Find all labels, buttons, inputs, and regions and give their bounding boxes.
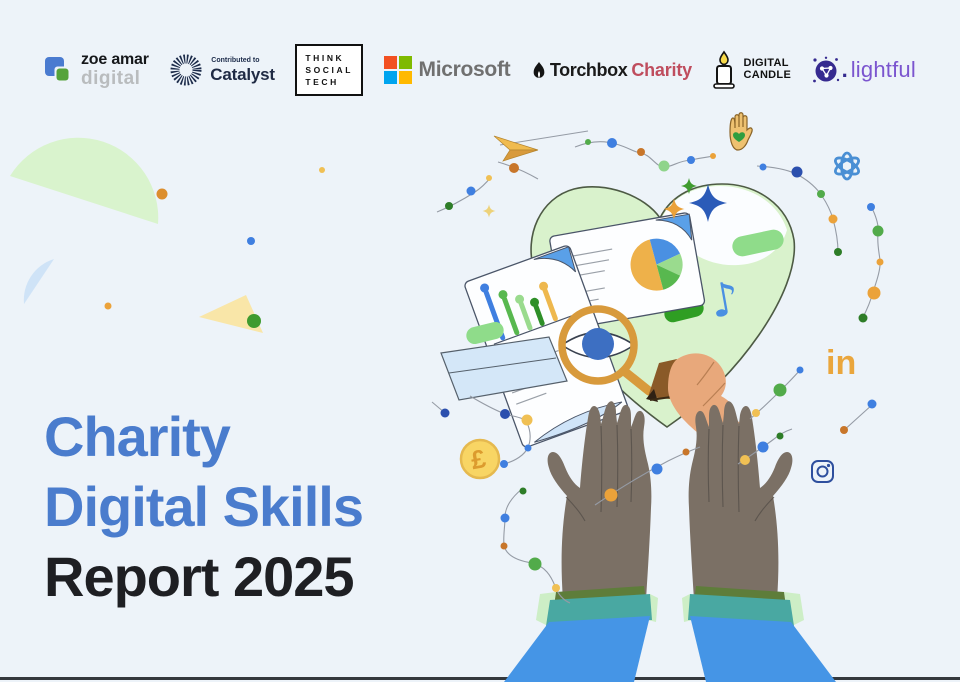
zoe-amar-digital-logo: zoe amar digital [44, 52, 149, 88]
tst-line1: THINK [305, 52, 345, 63]
network-strands [431, 138, 884, 604]
sparkle-yellow [482, 204, 496, 218]
openai-icon [834, 151, 860, 181]
candle-icon [713, 50, 736, 89]
pill-shape-small [466, 321, 504, 345]
sparkle-stars [482, 178, 727, 222]
zoe-amar-sub: digital [81, 68, 141, 89]
lightful-name: lightful [850, 57, 916, 82]
torchbox-charity-logo: Torchbox Charity [531, 60, 692, 81]
microsoft-icon [383, 56, 412, 84]
title-line-2: Digital Skills [44, 475, 364, 538]
partner-logo-bar: zoe amar digital Contributed to Catalyst… [0, 38, 960, 102]
report-title: Charity Digital Skills Report 2025 [44, 402, 364, 612]
title-line-3: Report 2025 [44, 545, 355, 608]
sparkle-green [681, 178, 697, 194]
paper-plane-icon [493, 130, 589, 162]
left-hand [504, 401, 658, 682]
folded-paper [440, 336, 568, 401]
background-shapes [10, 137, 325, 333]
torchbox-charity-label: Charity [631, 59, 692, 80]
digital-candle-logo: DIGITAL CANDLE [712, 50, 791, 90]
instagram-icon [811, 460, 834, 483]
tst-line2: SOCIAL [305, 64, 354, 75]
lightful-logo: . lightful [812, 56, 916, 84]
torchbox-flame-icon [533, 62, 545, 78]
sparkle-orange [663, 198, 685, 220]
microsoft-name: Microsoft [418, 58, 511, 81]
magnifier-eye-icon [558, 305, 654, 396]
lightful-dot: . [841, 57, 848, 82]
think-social-tech-logo: THINK SOCIAL TECH [295, 43, 364, 97]
hand-heart-icon [729, 112, 753, 151]
left-sleeve [504, 616, 650, 682]
zoe-amar-icon [45, 57, 69, 81]
title-line-1: Charity [44, 405, 231, 468]
linkedin-icon: in [826, 344, 856, 382]
torchbox-name: Torchbox [549, 59, 628, 80]
lightful-icon [812, 56, 839, 83]
catalyst-tagline: Contributed to [211, 57, 260, 64]
microsoft-logo: Microsoft [383, 56, 511, 84]
catalyst-name: Catalyst [210, 65, 275, 84]
tst-line3: TECH [305, 77, 339, 88]
pound-sign: £ [469, 443, 489, 475]
zoe-amar-name: zoe amar [81, 51, 149, 68]
digital-candle-line1: DIGITAL [743, 57, 789, 70]
pound-coin-icon: £ [459, 438, 501, 480]
pie-chart [630, 238, 683, 291]
raised-hands [504, 400, 837, 682]
page-bottom-rule [0, 677, 960, 680]
catalyst-icon [170, 54, 202, 86]
sparkle-blue [689, 184, 727, 222]
catalyst-logo: Contributed to Catalyst [169, 53, 275, 87]
digital-candle-line2: CANDLE [743, 69, 792, 81]
